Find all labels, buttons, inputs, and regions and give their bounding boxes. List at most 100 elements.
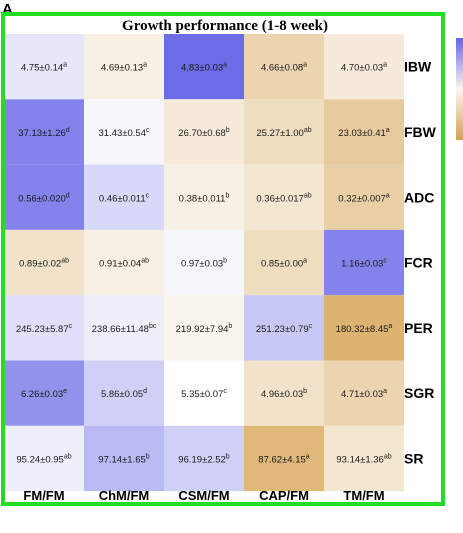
cell-fill <box>164 229 244 296</box>
cell-value-label: 95.24±0.95ab <box>16 453 71 465</box>
cell-fill <box>324 34 404 100</box>
cell-value-label: 245.23±5.87c <box>16 323 73 335</box>
row-label-per: PER <box>404 320 433 336</box>
cell-value-label: 4.75±0.14a <box>21 62 67 74</box>
cell-value-label: 97.14±1.65b <box>98 453 149 465</box>
cell-fill <box>164 34 244 100</box>
row-label-sgr: SGR <box>404 385 434 401</box>
cell-fill <box>244 164 324 230</box>
heatmap-cell-fcr-1: 0.91±0.04ab <box>84 229 164 296</box>
cell-fill <box>4 34 84 100</box>
cell-fill <box>84 34 164 100</box>
heatmap-cell-per-4: 180.32±8.45a <box>324 295 404 361</box>
cell-value-label: 4.66±0.08a <box>261 62 307 74</box>
cell-fill <box>244 99 324 165</box>
heatmap-cell-fbw-1: 31.43±0.54c <box>84 99 164 165</box>
cell-value-label: 5.86±0.05d <box>101 388 147 400</box>
heatmap-cell-adc-1: 0.46±0.011c <box>84 164 164 230</box>
cell-value-label: 0.97±0.03b <box>181 258 227 270</box>
cell-fill <box>84 164 164 230</box>
cell-value-label: 31.43±0.54c <box>99 127 150 139</box>
cell-fill <box>324 229 404 296</box>
cell-fill <box>84 229 164 296</box>
row-labels: IBW FBW ADC FCR PER SGR SR <box>404 59 437 467</box>
heatmap-cell-sr-2: 96.19±2.52b <box>164 425 244 492</box>
heatmap-cell-ibw-3: 4.66±0.08a <box>244 34 324 100</box>
heatmap-cell-sr-0: 95.24±0.95ab <box>4 425 84 492</box>
cell-fill <box>324 425 404 492</box>
cell-value-label: 0.36±0.017ab <box>256 192 311 204</box>
cell-value-label: 0.89±0.02ab <box>19 258 69 270</box>
cell-fill <box>84 99 164 165</box>
heatmap-cell-sgr-1: 5.86±0.05d <box>84 360 164 426</box>
heatmap-cell-fbw-3: 25.27±1.00ab <box>244 99 324 165</box>
row-label-sr: SR <box>404 450 423 466</box>
heatmap-cell-fbw-2: 26.70±0.68b <box>164 99 244 165</box>
heatmap-cell-fcr-0: 0.89±0.02ab <box>4 229 84 296</box>
heatmap-cell-per-3: 251.23±0.79c <box>244 295 324 361</box>
heatmap-cell-per-1: 238.66±11.48bc <box>84 295 164 361</box>
heatmap-cell-per-2: 219.92±7.94b <box>164 295 244 361</box>
color-legend <box>456 38 463 140</box>
heatmap-cell-adc-4: 0.32±0.007a <box>324 164 404 230</box>
cell-fill <box>4 360 84 426</box>
cell-value-label: 26.70±0.68b <box>178 127 229 139</box>
cell-fill <box>4 99 84 165</box>
cell-value-label: 93.14±1.36ab <box>336 453 391 465</box>
chart-title: Growth performance (1-8 week) <box>122 18 328 34</box>
cell-value-label: 4.69±0.13a <box>101 62 147 74</box>
cell-fill <box>244 34 324 100</box>
row-label-fbw: FBW <box>404 124 437 140</box>
cell-value-label: 37.13±1.26d <box>18 127 69 139</box>
column-label-1: ChM/FM <box>99 488 150 503</box>
cell-fill <box>164 425 244 492</box>
cell-value-label: 4.96±0.03b <box>261 388 307 400</box>
heatmap-cell-adc-2: 0.38±0.011b <box>164 164 244 230</box>
heatmap-cell-fbw-4: 23.03±0.41a <box>324 99 404 165</box>
cell-fill <box>4 164 84 230</box>
heatmap-cell-ibw-4: 4.70±0.03a <box>324 34 404 100</box>
heatmap-cell-sr-4: 93.14±1.36ab <box>324 425 404 492</box>
cell-fill <box>244 425 324 492</box>
cell-fill <box>244 295 324 361</box>
heatmap-cell-sgr-3: 4.96±0.03b <box>244 360 324 426</box>
heatmap-cell-adc-3: 0.36±0.017ab <box>244 164 324 230</box>
heatmap-cell-fcr-2: 0.97±0.03b <box>164 229 244 296</box>
cell-value-label: 0.32±0.007a <box>338 192 389 204</box>
row-label-adc: ADC <box>404 189 434 205</box>
cell-value-label: 238.66±11.48bc <box>92 323 157 335</box>
color-legend-bar <box>456 38 463 140</box>
heatmap-cell-sgr-4: 4.71±0.03a <box>324 360 404 426</box>
cell-value-label: 87.62±4.15a <box>258 453 309 465</box>
cell-fill <box>84 425 164 492</box>
row-label-ibw: IBW <box>404 59 432 75</box>
cell-fill <box>244 229 324 296</box>
cell-value-label: 0.46±0.011c <box>99 192 150 204</box>
heatmap-cell-ibw-1: 4.69±0.13a <box>84 34 164 100</box>
column-label-4: TM/FM <box>343 488 384 503</box>
heatmap-cell-sr-3: 87.62±4.15a <box>244 425 324 492</box>
row-label-fcr: FCR <box>404 255 433 271</box>
cell-value-label: 96.19±2.52b <box>178 453 229 465</box>
cell-fill <box>164 164 244 230</box>
heatmap-cell-fcr-4: 1.16±0.03c <box>324 229 404 296</box>
heatmap-cell-ibw-2: 4.83±0.03a <box>164 34 244 100</box>
cell-fill <box>324 164 404 230</box>
cell-value-label: 4.71±0.03a <box>341 388 387 400</box>
cell-value-label: 219.92±7.94b <box>176 323 233 335</box>
cell-value-label: 5.35±0.07c <box>181 388 227 400</box>
column-label-2: CSM/FM <box>178 488 229 503</box>
panel-label: A <box>2 1 13 18</box>
cell-value-label: 1.16±0.03c <box>341 258 387 270</box>
column-labels: FM/FM ChM/FM CSM/FM CAP/FM TM/FM <box>23 488 384 503</box>
column-label-0: FM/FM <box>23 488 64 503</box>
cell-fill <box>324 99 404 165</box>
cell-value-label: 0.56±0.020d <box>18 192 69 204</box>
cell-fill <box>164 360 244 426</box>
heatmap-cell-sgr-2: 5.35±0.07c <box>164 360 244 426</box>
cell-fill <box>4 295 84 361</box>
cell-value-label: 4.83±0.03a <box>181 62 227 74</box>
cell-fill <box>4 425 84 492</box>
